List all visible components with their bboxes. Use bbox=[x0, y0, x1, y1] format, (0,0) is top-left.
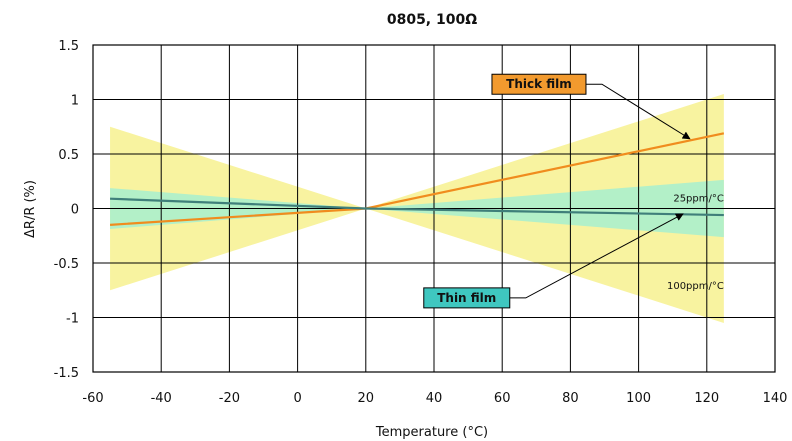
callout-leader bbox=[509, 213, 684, 299]
band-annotation: 25ppm/°C bbox=[673, 194, 724, 205]
x-tick-label: 0 bbox=[293, 391, 301, 406]
x-tick-label: 120 bbox=[694, 391, 719, 406]
x-axis-title: Temperature (°C) bbox=[375, 425, 488, 440]
y-tick-label: -0.5 bbox=[54, 257, 79, 272]
x-tick-label: 20 bbox=[358, 391, 375, 406]
callout-box bbox=[491, 73, 587, 95]
x-tick-label: -20 bbox=[219, 391, 240, 406]
callout-label: Thin film bbox=[437, 291, 496, 305]
callout-box bbox=[423, 287, 511, 309]
annotations: 25ppm/°C 100ppm/°C Thick film Thin film bbox=[423, 73, 724, 309]
y-tick-label: 0 bbox=[71, 203, 79, 218]
tick-labels: -60 -40 -20 0 20 40 60 80 100 120 140 1.5 1 0.5 0 -0.5 -… bbox=[54, 39, 788, 406]
x-tick-label: 100 bbox=[626, 391, 651, 406]
callout-label: Thick film bbox=[506, 77, 572, 91]
y-tick-label: -1 bbox=[66, 312, 79, 327]
y-tick-label: 1.5 bbox=[58, 39, 79, 54]
callout-leader bbox=[585, 83, 691, 140]
x-tick-label: 140 bbox=[763, 391, 788, 406]
series-thin-film bbox=[110, 197, 724, 217]
x-tick-label: -60 bbox=[82, 391, 103, 406]
plot-frame bbox=[92, 44, 776, 373]
y-tick-label: 0.5 bbox=[58, 148, 79, 163]
chart-title: 0805, 100Ω bbox=[387, 12, 477, 28]
x-tick-label: -40 bbox=[151, 391, 172, 406]
x-tick-label: 60 bbox=[494, 391, 511, 406]
band-annotation: 100ppm/°C bbox=[667, 281, 724, 292]
axes bbox=[92, 44, 776, 373]
y-tick-label: -1.5 bbox=[54, 366, 79, 381]
x-tick-label: 80 bbox=[562, 391, 579, 406]
y-tick-label: 1 bbox=[71, 94, 79, 109]
grid bbox=[92, 44, 776, 373]
x-tick-label: 40 bbox=[426, 391, 443, 406]
y-axis-title: ΔR/R (%) bbox=[23, 180, 38, 238]
series-lines bbox=[109, 132, 725, 226]
